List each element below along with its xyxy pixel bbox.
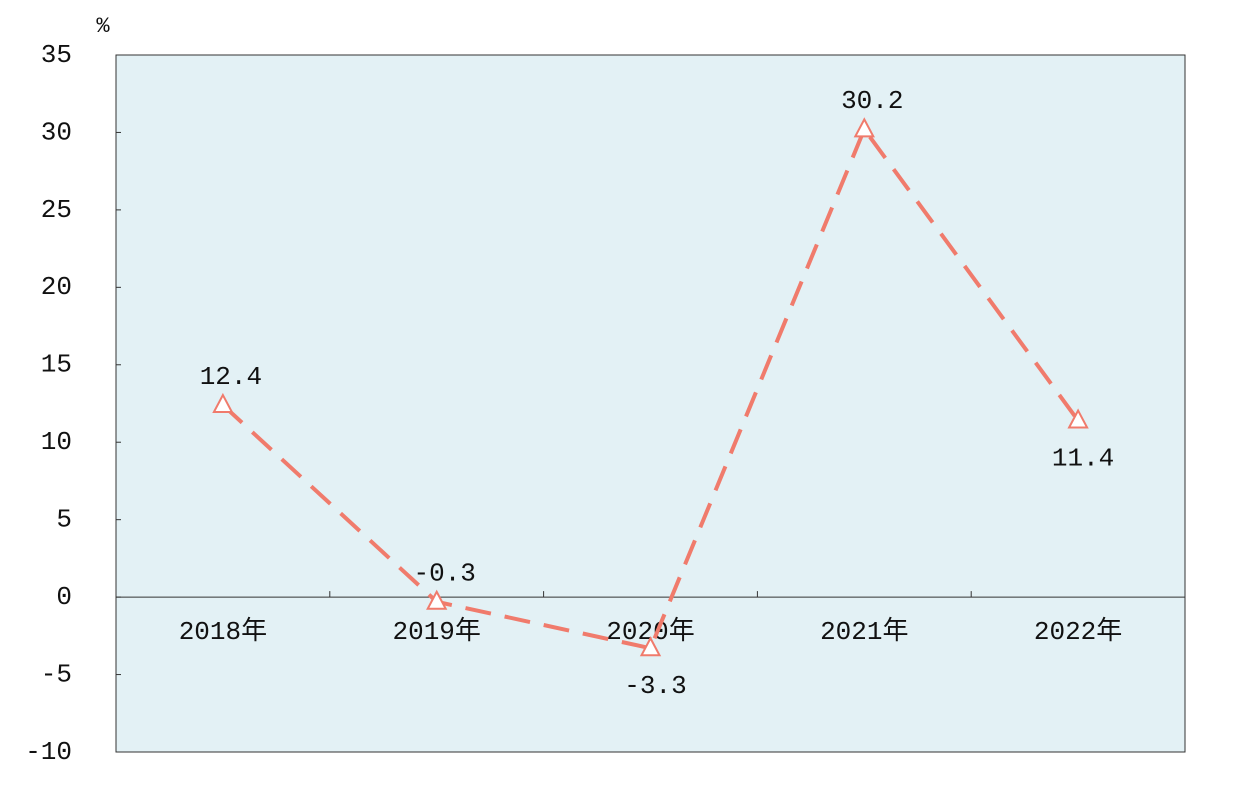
point-marker (639, 636, 662, 657)
y-unit: % (96, 14, 110, 39)
y-tick-label: -5 (41, 659, 72, 689)
y-tick-label: 5 (56, 505, 72, 535)
point-marker (1067, 408, 1089, 429)
x-tick-label: 2019年 (392, 616, 480, 647)
data-label: -3.3 (624, 671, 686, 701)
data-label: 12.4 (200, 362, 262, 392)
plot-area (115, 54, 1186, 753)
x-tick-label: 2021年 (820, 616, 908, 647)
y-tick-label: 30 (41, 117, 72, 147)
y-tick-label: -10 (25, 737, 72, 767)
x-tick-label: 2022年 (1034, 616, 1122, 647)
x-tick-label: 2018年 (179, 616, 267, 647)
data-label: -0.3 (413, 559, 475, 589)
point-marker (212, 392, 234, 414)
y-tick-label: 10 (41, 427, 72, 457)
point-marker (853, 117, 875, 138)
y-tick-label: 25 (41, 195, 72, 225)
y-tick-label: 35 (41, 40, 72, 70)
data-label: 30.2 (841, 86, 903, 116)
data-label: 11.4 (1052, 443, 1114, 473)
y-tick-label: 15 (41, 350, 72, 380)
y-tick-label: 0 (56, 582, 72, 612)
y-tick-label: 20 (41, 272, 72, 302)
point-marker (426, 589, 448, 610)
